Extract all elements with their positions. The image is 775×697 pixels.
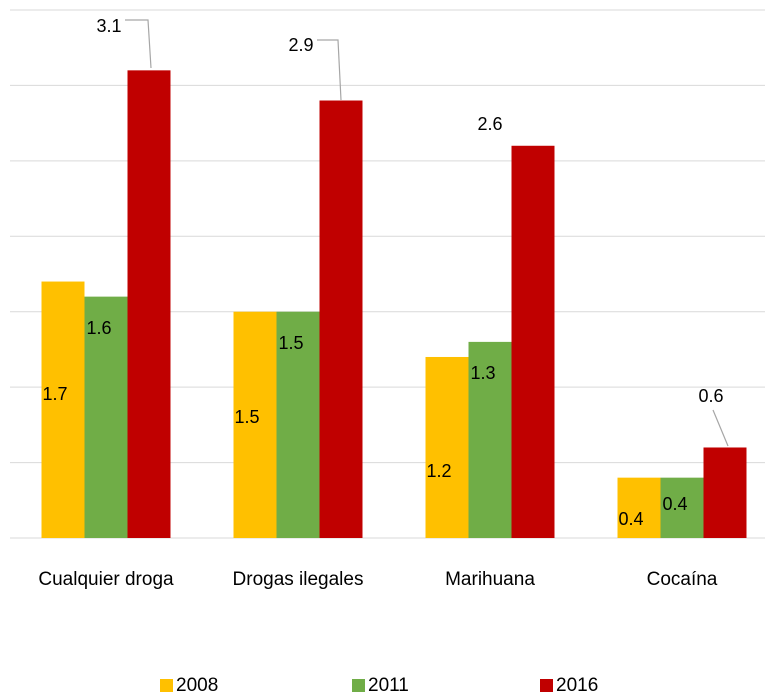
data-label: 0.4 xyxy=(663,494,688,514)
leader-line xyxy=(317,39,342,101)
data-label: 1.3 xyxy=(471,363,496,383)
bar xyxy=(127,70,171,538)
x-tick-label: Cocaína xyxy=(647,569,718,590)
x-tick-label: Cualquier droga xyxy=(38,569,174,590)
data-label: 2.6 xyxy=(477,114,502,134)
leader-line xyxy=(712,409,729,447)
legend-swatch xyxy=(352,679,365,692)
bar xyxy=(703,447,747,538)
bar xyxy=(84,296,128,538)
bar xyxy=(319,100,363,538)
legend-swatch xyxy=(160,679,173,692)
data-label: 0.6 xyxy=(698,386,723,406)
data-label: 1.6 xyxy=(87,318,112,338)
legend-label: 2011 xyxy=(368,675,409,696)
bar xyxy=(617,477,661,538)
legend-label: 2008 xyxy=(176,675,218,696)
bar xyxy=(660,477,704,538)
data-label: 2.9 xyxy=(288,35,313,55)
leader-line xyxy=(125,19,152,69)
data-label: 1.7 xyxy=(43,384,68,404)
bar xyxy=(233,311,277,538)
data-label: 1.5 xyxy=(235,407,260,427)
bar xyxy=(41,281,85,538)
data-label: 0.4 xyxy=(619,509,644,529)
data-label: 3.1 xyxy=(96,16,121,36)
bar xyxy=(468,341,512,538)
x-tick-label: Drogas ilegales xyxy=(233,569,364,590)
data-label: 1.5 xyxy=(279,333,304,353)
bar xyxy=(425,356,469,538)
legend-swatch xyxy=(540,679,553,692)
bar xyxy=(276,311,320,538)
x-tick-label: Marihuana xyxy=(445,569,535,590)
legend-label: 2016 xyxy=(556,675,598,696)
data-label: 1.2 xyxy=(427,461,452,481)
bar xyxy=(511,145,555,538)
